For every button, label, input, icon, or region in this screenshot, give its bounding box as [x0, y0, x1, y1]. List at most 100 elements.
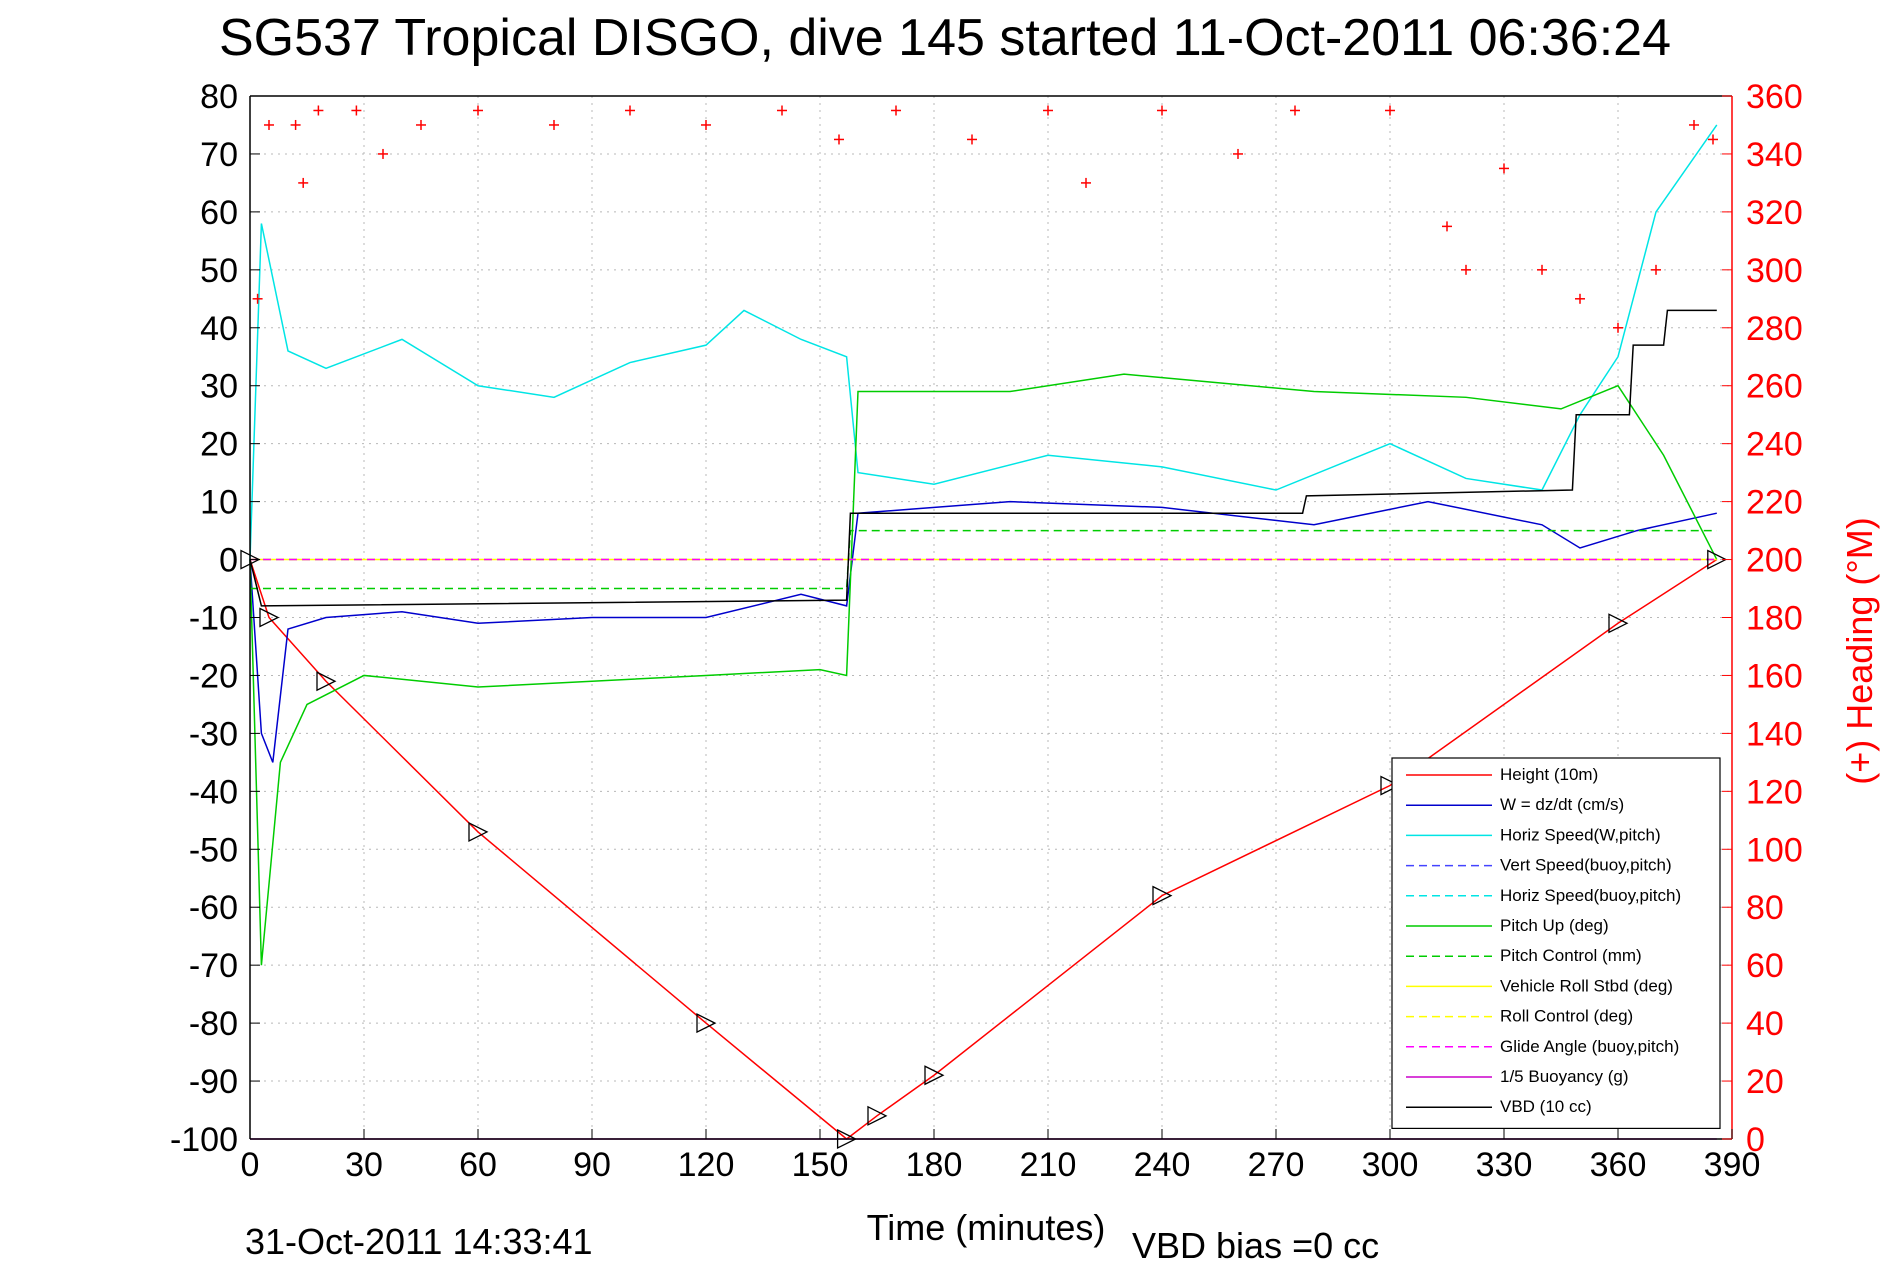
height-marker	[316, 671, 337, 692]
y-tick-label: 70	[200, 136, 238, 174]
x-tick-label: 360	[1590, 1146, 1647, 1184]
x-tick-label: 30	[345, 1146, 383, 1184]
heading-marker	[252, 293, 263, 304]
y-tick-label: -80	[189, 1005, 238, 1043]
x-tick-label: 90	[573, 1146, 611, 1184]
x-tick-label: 120	[678, 1146, 735, 1184]
heading-marker	[290, 119, 301, 130]
right-tick-label: 140	[1746, 715, 1803, 753]
y-tick-label: 20	[200, 426, 238, 464]
y-tick-label: -70	[189, 947, 238, 985]
height-marker	[1707, 549, 1728, 570]
y-tick-label: 80	[200, 78, 238, 116]
x-tick-label: 180	[906, 1146, 963, 1184]
right-tick-label: 360	[1746, 78, 1803, 116]
heading-marker	[473, 105, 483, 116]
heading-marker	[1575, 293, 1585, 304]
legend-label: Pitch Control (mm)	[1500, 946, 1642, 965]
right-tick-label: 340	[1746, 136, 1803, 174]
x-tick-label: 240	[1134, 1146, 1191, 1184]
legend-label: Horiz Speed(buoy,pitch)	[1500, 886, 1681, 905]
heading-marker	[1081, 177, 1091, 188]
vbd-bias-note: VBD bias =0 cc	[1132, 1225, 1379, 1262]
y-tick-label: -90	[189, 1063, 238, 1101]
series-line-11	[249, 309, 1717, 607]
x-tick-label: 300	[1362, 1146, 1419, 1184]
heading-marker	[1499, 163, 1509, 174]
right-tick-label: 60	[1746, 947, 1784, 985]
x-tick-label: 330	[1476, 1146, 1533, 1184]
series-line-1	[249, 500, 1717, 763]
heading-marker	[1043, 105, 1053, 116]
right-tick-label: 20	[1746, 1063, 1784, 1101]
heading-marker	[298, 177, 309, 188]
height-marker	[1380, 775, 1401, 796]
legend-label: Vehicle Roll Stbd (deg)	[1500, 976, 1673, 995]
heading-marker	[313, 105, 324, 116]
legend-label: Roll Control (deg)	[1500, 1007, 1633, 1026]
series-line-5	[249, 373, 1718, 966]
y-tick-label: 30	[200, 368, 238, 406]
right-tick-label: 120	[1746, 773, 1803, 811]
x-tick-label: 390	[1704, 1146, 1761, 1184]
legend-label: Pitch Up (deg)	[1500, 916, 1609, 935]
heading-marker	[1442, 221, 1452, 232]
right-tick-label: 40	[1746, 1005, 1784, 1043]
height-marker	[1608, 613, 1629, 634]
heading-marker	[1613, 322, 1623, 333]
chart-title: SG537 Tropical DISGO, dive 145 started 1…	[219, 9, 1671, 67]
y-tick-label: 60	[200, 194, 238, 232]
right-axis-label: (+) Heading (°M)	[1839, 517, 1880, 784]
heading-marker	[549, 119, 559, 130]
heading-marker	[701, 119, 711, 130]
x-tick-label: 60	[459, 1146, 497, 1184]
y-tick-label: -10	[189, 600, 238, 638]
heading-marker	[351, 105, 362, 116]
x-tick-label: 270	[1248, 1146, 1305, 1184]
y-tick-label: -20	[189, 657, 238, 695]
y-tick-label: 50	[200, 252, 238, 290]
legend-label: 1/5 Buoyancy (g)	[1500, 1067, 1629, 1086]
legend-label: Glide Angle (buoy,pitch)	[1500, 1037, 1679, 1056]
plot-area	[240, 105, 1728, 1150]
heading-marker	[1385, 105, 1395, 116]
footer-date: 31-Oct-2011 14:33:41	[245, 1221, 593, 1262]
series-line-6	[250, 529, 1717, 590]
y-tick-label: -40	[189, 773, 238, 811]
legend-label: W = dz/dt (cm/s)	[1500, 795, 1624, 814]
right-tick-label: 200	[1746, 542, 1803, 580]
right-tick-label: 260	[1746, 368, 1803, 406]
legend-box	[1391, 757, 1721, 1129]
heading-marker	[264, 119, 274, 130]
right-tick-label: 180	[1746, 600, 1803, 638]
legend-label: VBD (10 cc)	[1500, 1097, 1592, 1116]
height-marker	[924, 1065, 945, 1086]
axes: 0 30 60 90 120 150 180 210 240 270 300 330 360 390807…	[170, 78, 1803, 1184]
heading-marker	[891, 105, 901, 116]
series-line-2	[249, 124, 1718, 560]
heading-marker	[1157, 105, 1167, 116]
right-tick-label: 300	[1746, 252, 1803, 290]
heading-marker	[378, 148, 388, 159]
x-axis-label: Time (minutes)	[867, 1207, 1106, 1248]
right-tick-label: 220	[1746, 484, 1803, 522]
grid	[250, 96, 1732, 1139]
right-tick-label: 0	[1746, 1121, 1765, 1159]
legend-label: Vert Speed(buoy,pitch)	[1500, 856, 1672, 875]
heading-marker	[625, 105, 635, 116]
legend-label: Height (10m)	[1500, 765, 1598, 784]
right-tick-label: 160	[1746, 657, 1803, 695]
heading-marker	[777, 105, 787, 116]
legend-label: Horiz Speed(W,pitch)	[1500, 825, 1661, 844]
y-tick-label: 40	[200, 310, 238, 348]
height-marker	[867, 1105, 888, 1126]
y-tick-label: -60	[189, 889, 238, 927]
heading-marker	[834, 134, 844, 145]
height-marker	[696, 1013, 717, 1034]
heading-marker	[416, 119, 426, 130]
right-tick-label: 280	[1746, 310, 1803, 348]
x-tick-label: 150	[792, 1146, 849, 1184]
heading-marker	[1708, 134, 1718, 145]
right-tick-label: 100	[1746, 831, 1803, 869]
